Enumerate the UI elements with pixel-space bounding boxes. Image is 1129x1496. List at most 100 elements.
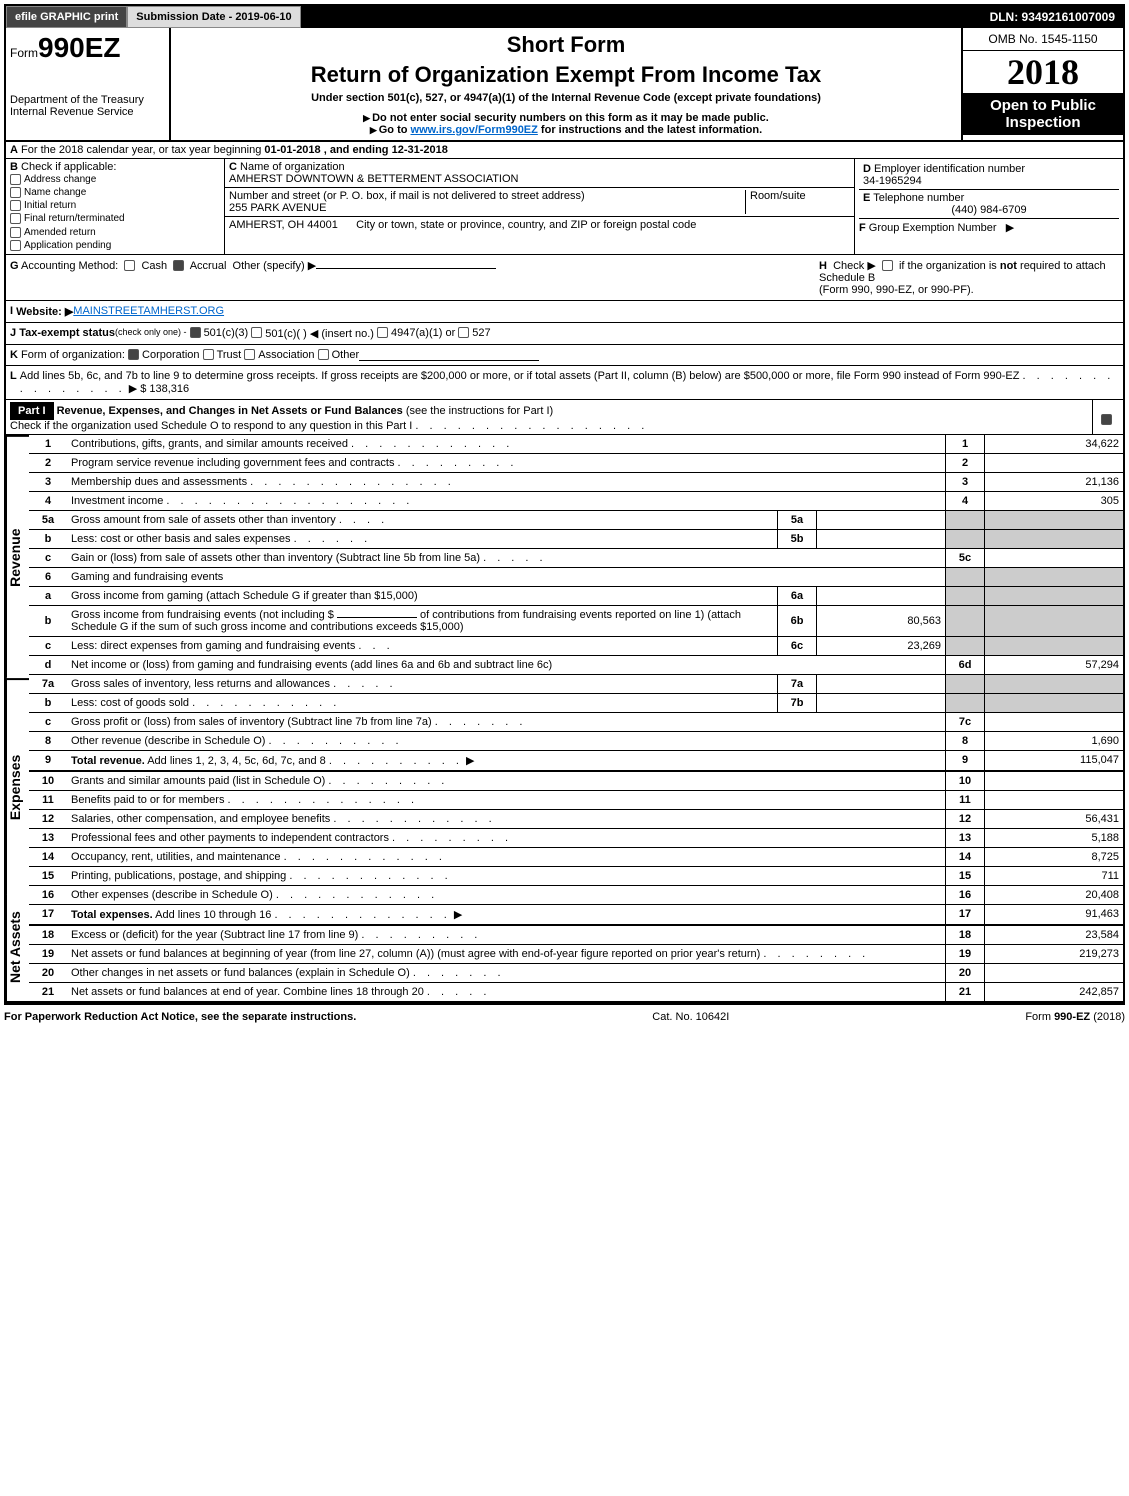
check-final-return: Final return/terminated xyxy=(24,214,125,225)
checkbox-trust[interactable] xyxy=(203,349,214,360)
checkbox-application-pending[interactable] xyxy=(10,240,21,251)
checkbox-corporation[interactable] xyxy=(128,349,139,360)
checkbox-501c[interactable] xyxy=(251,327,262,338)
label-h: H xyxy=(819,260,827,272)
checkbox-association[interactable] xyxy=(244,349,255,360)
other-org-fill[interactable] xyxy=(359,349,539,361)
label-c: C xyxy=(229,161,237,173)
section-g: G Accounting Method: Cash Accrual Other … xyxy=(10,259,496,296)
accounting-method-label: Accounting Method: xyxy=(21,260,118,272)
top-bar: efile GRAPHIC print Submission Date - 20… xyxy=(6,6,1123,28)
checkbox-501c3[interactable] xyxy=(190,327,201,338)
line-5c: c Gain or (loss) from sale of assets oth… xyxy=(29,548,1123,567)
section-a-pre: For the 2018 calendar year, or tax year … xyxy=(21,144,264,156)
checkbox-final-return[interactable] xyxy=(10,213,21,224)
line-21: 21 Net assets or fund balances at end of… xyxy=(29,982,1123,1001)
accrual-label: Accrual xyxy=(190,260,227,272)
efile-print-button[interactable]: efile GRAPHIC print xyxy=(6,6,127,28)
label-f: F xyxy=(859,222,866,234)
opt-501c3: 501(c)(3) xyxy=(204,327,249,340)
checkbox-cash[interactable] xyxy=(124,260,135,271)
opt-association: Association xyxy=(258,349,314,361)
line-17: 17 Total expenses. Add lines 10 through … xyxy=(29,904,1123,925)
footer-left: For Paperwork Reduction Act Notice, see … xyxy=(4,1011,356,1023)
side-revenue: Revenue xyxy=(6,435,29,678)
h-not: not xyxy=(1000,260,1017,272)
section-a-mid: , and ending xyxy=(324,144,392,156)
form-header: Form990EZ Department of the Treasury Int… xyxy=(6,28,1123,142)
checkbox-schedule-o[interactable] xyxy=(1101,414,1112,425)
part-1-sub: (see the instructions for Part I) xyxy=(406,405,553,417)
short-form-title: Short Form xyxy=(175,32,957,58)
checkbox-initial-return[interactable] xyxy=(10,200,21,211)
irs-link[interactable]: www.irs.gov/Form990EZ xyxy=(411,124,538,136)
header-right: OMB No. 1545-1150 2018 Open to PublicIns… xyxy=(961,28,1123,140)
h-text4: (Form 990, 990-EZ, or 990-PF). xyxy=(819,284,974,296)
website-label: Website: ▶ xyxy=(16,305,73,318)
checkbox-name-change[interactable] xyxy=(10,187,21,198)
part-1-body: Revenue Expenses Net Assets 1 Contributi… xyxy=(6,435,1123,1003)
open-to-public: Open to PublicInspection xyxy=(963,93,1123,135)
other-specify-fill[interactable] xyxy=(316,268,496,269)
label-a: A xyxy=(10,144,18,156)
top-bar-left: efile GRAPHIC print Submission Date - 20… xyxy=(6,6,301,28)
line-6b: b Gross income from fundraising events (… xyxy=(29,605,1123,636)
label-d: D xyxy=(863,163,871,175)
footer-right: Form 990-EZ (2018) xyxy=(1025,1011,1125,1023)
line-6: 6 Gaming and fundraising events xyxy=(29,567,1123,586)
checkbox-accrual[interactable] xyxy=(173,260,184,271)
tax-year-begin: 01-01-2018 xyxy=(264,144,320,156)
section-h: H Check ▶ if the organization is not req… xyxy=(819,259,1119,296)
line-6a: a Gross income from gaming (attach Sched… xyxy=(29,586,1123,605)
line-6b-fill[interactable] xyxy=(337,617,417,618)
instruction-1: Do not enter social security numbers on … xyxy=(175,112,957,124)
group-exemption-label: Group Exemption Number xyxy=(869,222,997,234)
website-link[interactable]: MAINSTREETAMHERST.ORG xyxy=(73,305,224,318)
instruction-2-post: for instructions and the latest informat… xyxy=(538,124,762,136)
label-i: I xyxy=(10,305,13,318)
opt-4947: 4947(a)(1) or xyxy=(391,327,455,340)
check-application-pending: Application pending xyxy=(24,240,111,251)
h-check-label: Check ▶ xyxy=(833,260,876,272)
line-7a: 7a Gross sales of inventory, less return… xyxy=(29,674,1123,693)
dept-treasury: Department of the Treasury xyxy=(10,94,165,106)
check-address-change: Address change xyxy=(24,174,96,185)
checkbox-527[interactable] xyxy=(458,327,469,338)
tax-year-end: 12-31-2018 xyxy=(392,144,448,156)
checkbox-other-org[interactable] xyxy=(318,349,329,360)
line-16: 16 Other expenses (describe in Schedule … xyxy=(29,885,1123,904)
other-label: Other (specify) ▶ xyxy=(233,260,317,272)
room-label: Room/suite xyxy=(750,190,806,202)
org-name: AMHERST DOWNTOWN & BETTERMENT ASSOCIATIO… xyxy=(229,173,519,185)
line-7b: b Less: cost of goods sold . . . . . . .… xyxy=(29,693,1123,712)
part-1-check-text: Check if the organization used Schedule … xyxy=(10,420,412,432)
section-def: D Employer identification number 34-1965… xyxy=(854,159,1123,254)
label-g: G xyxy=(10,260,19,272)
checkbox-amended-return[interactable] xyxy=(10,227,21,238)
line-5b: b Less: cost or other basis and sales ex… xyxy=(29,529,1123,548)
section-l-text: Add lines 5b, 6c, and 7b to line 9 to de… xyxy=(20,370,1119,395)
part-1-header: Part I Revenue, Expenses, and Changes in… xyxy=(6,400,1123,435)
ein-label: Employer identification number xyxy=(874,163,1025,175)
check-amended-return: Amended return xyxy=(24,227,96,238)
label-e: E xyxy=(863,192,870,204)
checkbox-address-change[interactable] xyxy=(10,174,21,185)
checkbox-4947[interactable] xyxy=(377,327,388,338)
line-1: 1 Contributions, gifts, grants, and simi… xyxy=(29,435,1123,454)
return-title: Return of Organization Exempt From Incom… xyxy=(175,62,957,88)
line-6d: d Net income or (loss) from gaming and f… xyxy=(29,655,1123,674)
org-city: AMHERST, OH 44001 xyxy=(229,219,338,231)
checkbox-h[interactable] xyxy=(882,260,893,271)
section-bcdef: B Check if applicable: Address change Na… xyxy=(6,159,1123,255)
street-label: Number and street (or P. O. box, if mail… xyxy=(229,190,585,202)
lines-table: 1 Contributions, gifts, grants, and simi… xyxy=(29,435,1123,1001)
line-6c: c Less: direct expenses from gaming and … xyxy=(29,636,1123,655)
section-j: J Tax-exempt status (check only one) - 5… xyxy=(6,323,1123,345)
line-3: 3 Membership dues and assessments . . . … xyxy=(29,472,1123,491)
gross-receipts-value: ▶ $ 138,316 xyxy=(129,383,189,395)
opt-other-org: Other xyxy=(332,349,360,361)
h-text2: if the organization is xyxy=(899,260,1000,272)
opt-trust: Trust xyxy=(217,349,242,361)
label-j: J xyxy=(10,327,16,340)
check-initial-return: Initial return xyxy=(24,200,76,211)
